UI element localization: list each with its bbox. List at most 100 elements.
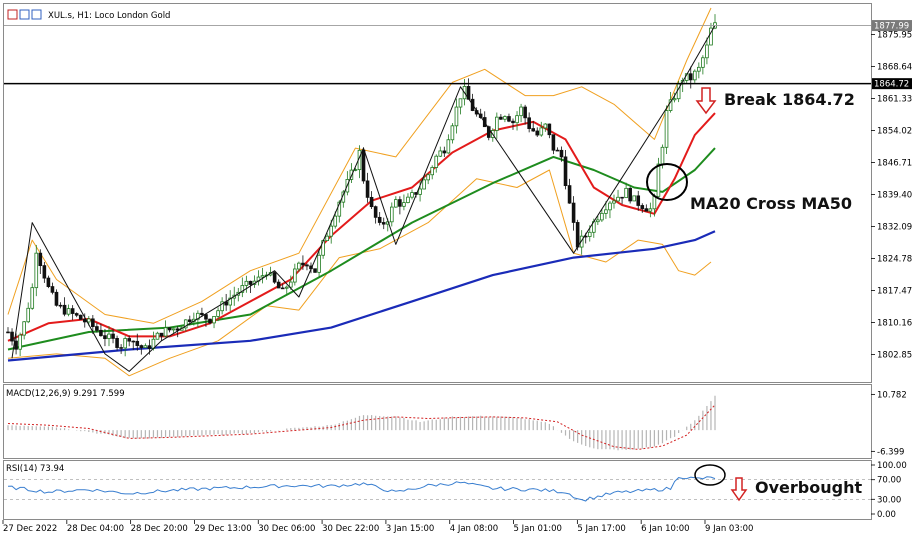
- candle: [620, 196, 624, 205]
- candle: [103, 328, 107, 347]
- svg-text:1864.72: 1864.72: [874, 80, 909, 90]
- candle: [127, 335, 132, 347]
- candle: [373, 205, 378, 224]
- candle: [709, 22, 713, 46]
- candle: [6, 327, 10, 334]
- candle: [30, 283, 35, 310]
- candle: [131, 340, 136, 351]
- candle: [143, 343, 148, 349]
- candle-body: [418, 188, 422, 195]
- rsi-panel[interactable]: [3, 460, 872, 520]
- ma-cross-circle: [646, 163, 688, 201]
- candle-body: [131, 340, 136, 343]
- candle-body: [693, 70, 697, 81]
- candle: [220, 297, 224, 315]
- candle-body: [284, 286, 289, 289]
- candle: [499, 114, 503, 120]
- candle: [317, 251, 321, 278]
- candle: [648, 202, 653, 218]
- bollinger-bands: [7, 7, 712, 377]
- candle: [697, 62, 701, 79]
- candle-body: [499, 116, 503, 120]
- macd-axis: 10.782 -6.399: [871, 390, 907, 457]
- candle: [539, 121, 544, 137]
- candle-body: [288, 281, 293, 288]
- candle-body: [127, 338, 132, 342]
- candle: [531, 120, 535, 132]
- candle-body: [656, 163, 661, 197]
- candle-body: [503, 116, 507, 120]
- candle: [228, 290, 233, 311]
- time-tick-label: 28 Dec 20:00: [131, 524, 188, 534]
- candle-body: [668, 99, 673, 111]
- window-restore-icon[interactable]: [19, 9, 30, 20]
- candle-body: [123, 338, 127, 349]
- candle: [244, 275, 249, 293]
- candle-body: [167, 327, 172, 331]
- candle: [260, 267, 265, 284]
- candle: [507, 113, 511, 123]
- candle-body: [543, 123, 548, 129]
- candle-body: [624, 187, 628, 199]
- candle-body: [535, 130, 540, 136]
- candle-body: [389, 206, 394, 223]
- candle: [402, 194, 406, 211]
- candle: [664, 105, 669, 155]
- candle-body: [212, 315, 216, 324]
- candle-body: [697, 66, 701, 72]
- candle-body: [567, 185, 572, 204]
- overbought-annotation: Overbought: [755, 478, 862, 497]
- candle: [579, 230, 584, 255]
- candle-body: [523, 106, 527, 119]
- time-tick-label: 6 Jan 10:00: [641, 524, 689, 534]
- candle-body: [596, 219, 600, 223]
- candle: [135, 333, 140, 351]
- candle: [91, 315, 95, 334]
- zigzag-line: [11, 25, 716, 372]
- candle: [612, 194, 616, 209]
- candle: [442, 146, 447, 157]
- candle-body: [361, 149, 366, 182]
- candle-body: [216, 310, 220, 317]
- candle-body: [511, 120, 515, 124]
- window-menu-icon[interactable]: [7, 9, 18, 20]
- candle-body: [280, 287, 285, 290]
- macd-tick-label: -6.399: [877, 447, 904, 457]
- candle-body: [402, 202, 406, 207]
- candle-body: [115, 337, 119, 348]
- candle: [535, 127, 540, 137]
- candle: [426, 173, 430, 185]
- candle: [705, 37, 709, 65]
- candle-body: [664, 110, 669, 148]
- price-tick-label: 1846.71: [877, 159, 912, 169]
- price-tick-label: 1839.40: [877, 191, 912, 201]
- candle: [555, 147, 560, 152]
- candle-body: [454, 106, 459, 127]
- candle: [183, 319, 188, 332]
- candle: [608, 200, 612, 219]
- overbought-circle: [694, 464, 726, 486]
- window-close-icon[interactable]: [31, 9, 42, 20]
- candle: [563, 150, 568, 190]
- price-panel[interactable]: [3, 3, 872, 383]
- candle-body: [260, 275, 265, 278]
- candle: [171, 328, 176, 334]
- candle: [111, 328, 115, 344]
- candle-body: [604, 209, 608, 214]
- candle: [42, 261, 47, 283]
- candle: [567, 178, 572, 204]
- time-tick-label: 28 Dec 04:00: [67, 524, 124, 534]
- candle-body: [220, 301, 224, 312]
- candle: [276, 279, 281, 289]
- candle: [288, 275, 293, 290]
- candle-body: [276, 281, 281, 289]
- candle-body: [555, 149, 560, 152]
- bollinger-upper-line: [7, 7, 712, 324]
- candle: [18, 332, 22, 357]
- candle: [410, 189, 414, 200]
- candle-body: [434, 155, 439, 168]
- macd-panel[interactable]: [3, 384, 872, 459]
- candle-body: [660, 146, 665, 165]
- candle-body: [200, 312, 204, 316]
